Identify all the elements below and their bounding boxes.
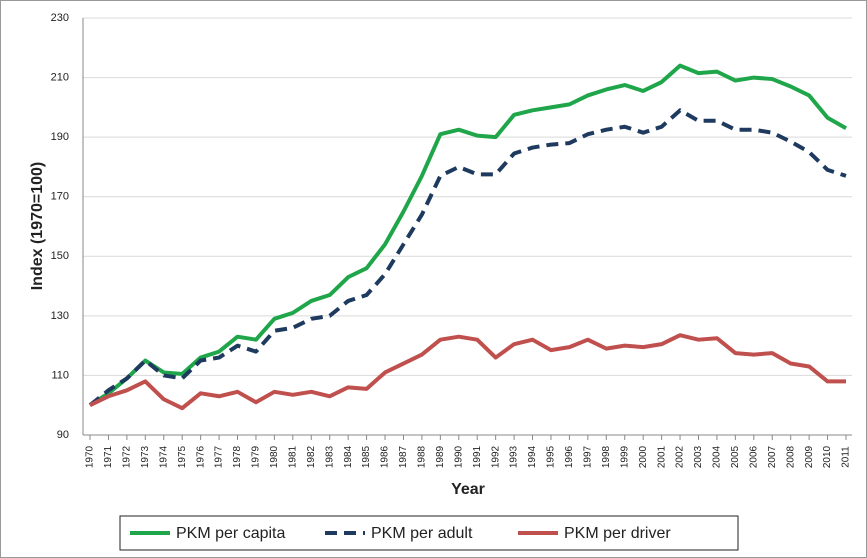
- y-tick-label: 210: [51, 71, 69, 83]
- x-tick-label: 2000: [638, 445, 649, 468]
- x-tick-label: 1994: [527, 445, 538, 468]
- legend: [119, 515, 739, 551]
- y-tick-label: 130: [51, 310, 69, 322]
- legend-label: PKM per adult: [371, 525, 473, 542]
- x-tick-label: 1980: [269, 445, 280, 468]
- x-tick-label: 2011: [841, 446, 852, 468]
- legend-label: PKM per driver: [564, 525, 671, 542]
- x-tick-label: 1997: [582, 445, 593, 468]
- x-tick-label: 1970: [85, 445, 96, 468]
- x-tick-label: 1971: [103, 445, 114, 468]
- x-tick-label: 1984: [343, 445, 354, 468]
- x-tick-label: 1991: [472, 445, 483, 468]
- y-axis-title: Index (1970=100): [29, 162, 46, 291]
- x-tick-label: 1975: [177, 445, 188, 468]
- y-tick-label: 150: [51, 250, 69, 262]
- x-tick-label: 1977: [214, 445, 225, 468]
- x-tick-label: 1981: [287, 445, 298, 468]
- x-tick-label: 2006: [748, 445, 759, 468]
- x-tick-label: 1974: [158, 445, 169, 468]
- x-tick-label: 1982: [306, 445, 317, 468]
- y-tick-label: 90: [57, 429, 69, 441]
- x-tick-label: 1986: [380, 445, 391, 468]
- x-axis-title: Year: [451, 481, 485, 498]
- x-tick-label: 1972: [122, 445, 133, 468]
- x-tick-label: 1989: [435, 445, 446, 468]
- x-tick-label: 2005: [730, 445, 741, 468]
- x-tick-label: 1990: [453, 445, 464, 468]
- x-tick-label: 2003: [693, 445, 704, 468]
- x-tick-label: 1979: [251, 445, 262, 468]
- x-tick-label: 2008: [785, 445, 796, 468]
- x-tick-label: 2007: [767, 445, 778, 468]
- x-tick-label: 1973: [140, 445, 151, 468]
- x-tick-label: 1985: [361, 445, 372, 468]
- line: [88, 63, 847, 407]
- x-tick-label: 1983: [324, 445, 335, 468]
- x-tick-label: 2001: [656, 445, 667, 468]
- y-tick-label: 190: [51, 131, 69, 143]
- x-tick-label: 1978: [232, 445, 243, 468]
- x-tick-label: 1995: [546, 445, 557, 468]
- x-tick-label: 1988: [417, 445, 428, 468]
- x-tick-label: 1976: [195, 445, 206, 468]
- x-tick-label: 1996: [564, 445, 575, 468]
- x-tick-label: 2004: [712, 445, 723, 468]
- line: [88, 108, 847, 407]
- x-tick-label: 2002: [675, 445, 686, 468]
- x-tick-label: 1987: [398, 445, 409, 468]
- legend-label: PKM per capita: [176, 525, 285, 542]
- x-tick-label: 1993: [509, 445, 520, 468]
- x-tick-label: 1999: [619, 445, 630, 468]
- x-tick-label: 1992: [490, 445, 501, 468]
- y-tick-label: 230: [51, 12, 69, 24]
- x-tick-label: 2009: [804, 445, 815, 468]
- y-tick-label: 110: [51, 369, 69, 381]
- line: [89, 333, 846, 411]
- y-tick-label: 170: [51, 191, 69, 203]
- x-tick-label: 2010: [822, 445, 833, 468]
- x-tick-label: 1998: [601, 445, 612, 468]
